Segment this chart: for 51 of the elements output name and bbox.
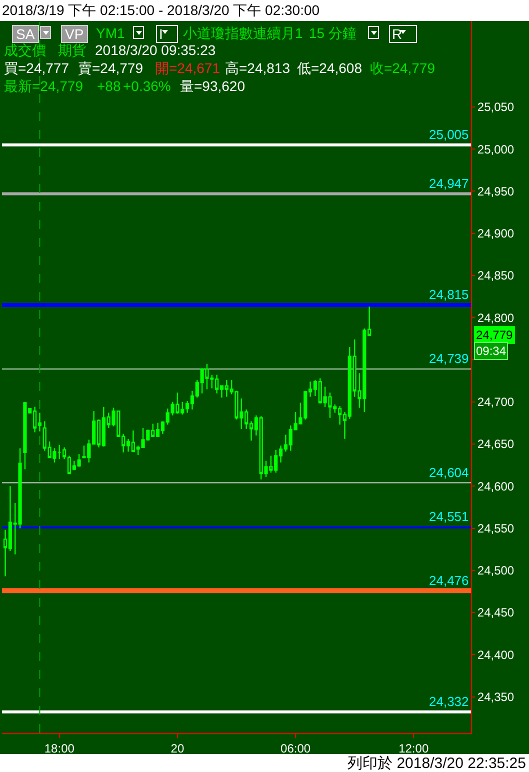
candlestick [62, 446, 66, 460]
ref-line-label: 24,604 [429, 465, 469, 480]
y-tick-label: 24,650 [477, 437, 514, 452]
y-tick-label: 24,800 [477, 310, 514, 325]
x-tick-label: 18:00 [44, 741, 75, 756]
text: 列印於 2018/3/20 22:35:25 [348, 754, 526, 772]
y-tick-label: 24,700 [477, 395, 514, 410]
annotation: 小道瓊指數連續月1 [183, 25, 303, 41]
x-tick-label: 12:00 [398, 741, 429, 756]
annotation: +0.36% [123, 78, 171, 94]
y-tick-label: 24,550 [477, 521, 514, 536]
y-tick-label: 24,950 [477, 184, 514, 198]
text: 24,779 [476, 328, 514, 342]
y-tick-label: 24,400 [477, 648, 514, 662]
annotation: 收=24,779 [370, 60, 435, 76]
x-tick-label: 20 [170, 741, 184, 756]
ref-line-label: 24,551 [429, 509, 469, 524]
annotation: I [156, 25, 178, 43]
text: 09:34 [476, 344, 506, 358]
y-tick-label: 25,050 [477, 100, 514, 114]
y-tick-label: 24,450 [477, 606, 514, 620]
annotation: R [389, 25, 418, 43]
ref-line-label: 24,332 [429, 694, 469, 709]
annotation: 開=24,671 [155, 60, 220, 76]
ref-line-label: 24,739 [429, 351, 469, 366]
y-tick-label: 24,850 [477, 268, 514, 283]
annotation: 15 分鐘 [309, 25, 356, 41]
annotation: +88 [97, 78, 121, 94]
ref-line-label: 24,947 [429, 176, 469, 191]
y-tick-label: 24,500 [477, 564, 514, 578]
ref-line-label: 24,815 [429, 287, 469, 302]
annotation: 買=24,777 [4, 60, 69, 76]
y-tick-label: 24,600 [477, 479, 514, 494]
annotation: VP [61, 25, 88, 43]
annotation: 2018/3/20 09:35:23 [95, 42, 216, 58]
y-tick-label: 25,000 [477, 142, 514, 156]
ref-line-label: 25,005 [429, 127, 469, 142]
annotation: 量=93,620 [180, 78, 245, 94]
ref-line-label: 24,476 [429, 573, 469, 588]
annotation: 低=24,608 [297, 60, 362, 76]
y-tick-label: 24,900 [477, 226, 514, 241]
chart-title: 2018/3/19 下午 02:15:00 - 2018/3/20 下午 02:30:00 [2, 2, 320, 20]
annotation: 期貨 [58, 42, 86, 58]
annotation: YM1 [96, 25, 125, 41]
annotation: SA [12, 25, 39, 43]
annotation: 賣=24,779 [78, 60, 143, 76]
annotation: 最新=24,779 [4, 78, 83, 94]
x-tick-label: 06:00 [280, 741, 311, 756]
annotation: 成交價 [4, 42, 46, 58]
annotation: 高=24,813 [225, 60, 290, 76]
y-tick-label: 24,350 [477, 690, 514, 704]
